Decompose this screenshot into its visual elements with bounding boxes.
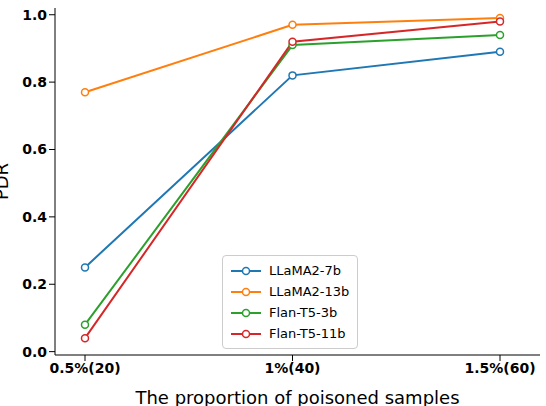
html-text:LLaMA2-13b: LLaMA2-13b bbox=[269, 284, 350, 299]
svg-text:0.0: 0.0 bbox=[22, 344, 47, 360]
html-text:Flan-T5-3b: Flan-T5-3b bbox=[269, 305, 338, 320]
svg-text:The proportion of poisoned sam: The proportion of poisoned samples bbox=[134, 387, 459, 406]
html-text:Flan-T5-11b: Flan-T5-11b bbox=[269, 326, 346, 341]
svg-text:0.2: 0.2 bbox=[22, 276, 47, 292]
svg-text:1.5%(60): 1.5%(60) bbox=[464, 360, 535, 376]
svg-text:1%(40): 1%(40) bbox=[264, 360, 320, 376]
svg-text:1.0: 1.0 bbox=[22, 7, 47, 23]
svg-text:0.4: 0.4 bbox=[22, 209, 47, 225]
svg-text:PDR: PDR bbox=[8, 163, 12, 200]
svg-text:0.8: 0.8 bbox=[22, 74, 47, 90]
svg-text:0.5%(20): 0.5%(20) bbox=[49, 360, 120, 376]
svg-text:0.6: 0.6 bbox=[22, 141, 47, 157]
html-text:LLaMA2-7b: LLaMA2-7b bbox=[269, 263, 341, 278]
